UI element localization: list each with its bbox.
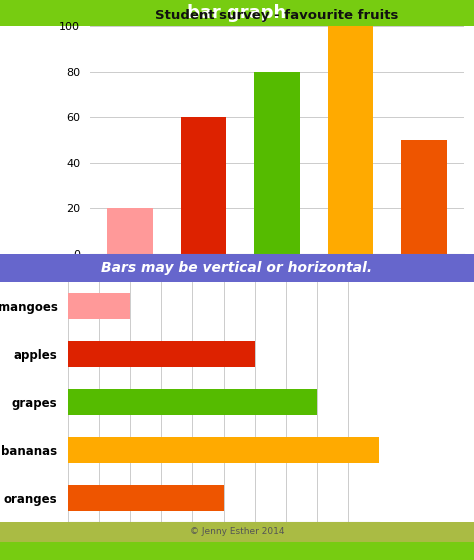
Text: bar graph: bar graph: [187, 4, 287, 22]
Bar: [401, 140, 447, 254]
Bar: [68, 437, 379, 463]
Text: © Jenny Esther 2014: © Jenny Esther 2014: [190, 528, 284, 536]
Bar: [68, 389, 317, 415]
Title: Student survey - favourite fruits: Student survey - favourite fruits: [155, 9, 399, 22]
Text: Bars may be vertical or horizontal.: Bars may be vertical or horizontal.: [101, 261, 373, 275]
Bar: [328, 26, 374, 254]
Bar: [254, 72, 300, 254]
Bar: [107, 208, 153, 254]
Bar: [68, 341, 255, 367]
Bar: [181, 117, 226, 254]
Bar: [68, 293, 130, 319]
Bar: [68, 485, 224, 511]
